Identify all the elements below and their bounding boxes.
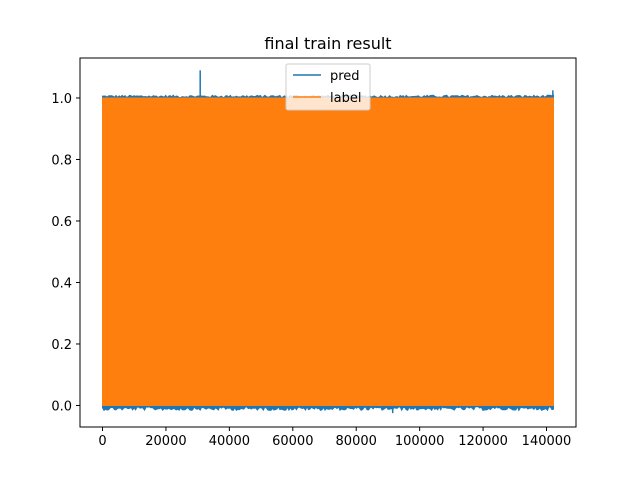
y-tick-label: 0.4 — [51, 276, 72, 291]
x-tick-label: 0 — [98, 434, 106, 449]
x-tick-label: 80000 — [336, 434, 377, 449]
legend-label-label: label — [330, 91, 361, 106]
x-axis-ticks: 0 20000 40000 60000 80000 100000 120000 140000 — [98, 427, 571, 449]
plot-area-frame — [79, 57, 577, 428]
x-tick-label: 100000 — [395, 434, 445, 449]
y-tick-label: 1.0 — [51, 92, 72, 107]
y-tick-label: 0.0 — [51, 399, 72, 414]
chart-title: final train result — [264, 34, 391, 53]
x-tick-label: 120000 — [458, 434, 508, 449]
y-tick-label: 0.2 — [51, 338, 72, 353]
x-tick-label: 40000 — [209, 434, 250, 449]
legend: pred label — [285, 63, 371, 111]
legend-label-pred: pred — [330, 69, 360, 84]
x-tick-label: 60000 — [272, 434, 313, 449]
x-tick-label: 20000 — [145, 434, 186, 449]
y-tick-label: 0.8 — [51, 153, 72, 168]
y-axis-ticks: 0.0 0.2 0.4 0.6 0.8 1.0 — [51, 92, 80, 414]
y-tick-label: 0.6 — [51, 215, 72, 230]
x-tick-label: 140000 — [522, 434, 572, 449]
series-label-band — [102, 97, 554, 406]
series-layer — [102, 70, 554, 414]
